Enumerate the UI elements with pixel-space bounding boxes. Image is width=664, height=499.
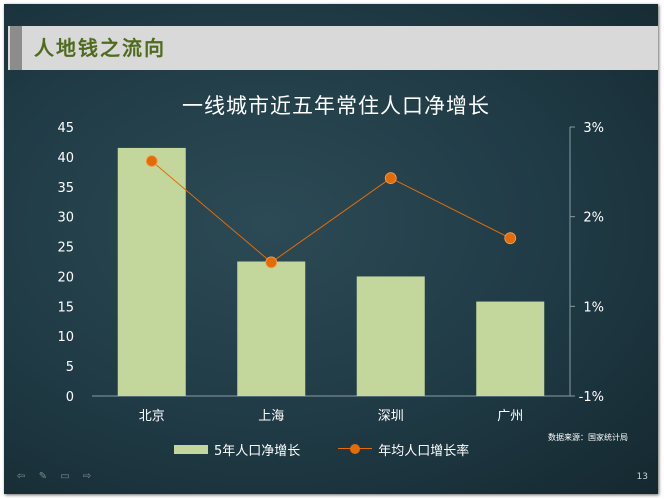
page-number: 13 [636, 472, 648, 482]
slide-title: 人地钱之流向 [34, 36, 166, 60]
bar-3 [476, 301, 545, 396]
left-tick-label-0: 0 [66, 390, 74, 405]
category-label-0: 北京 [139, 409, 165, 424]
category-label-2: 深圳 [378, 409, 404, 424]
left-tick-label-8: 40 [57, 151, 74, 166]
left-tick-label-7: 35 [57, 181, 74, 196]
line-point-3 [504, 232, 517, 245]
line-point-1 [265, 256, 278, 269]
menu-icon[interactable]: ▭ [60, 471, 70, 482]
right-tick-label-3: 3% [583, 121, 604, 136]
legend-item-line: 年均人口增长率 [338, 440, 469, 459]
line-point-2 [384, 172, 397, 185]
header-bar [8, 26, 658, 70]
bar-2 [356, 276, 425, 396]
line-series-path [151, 160, 511, 264]
source-note: 数据来源：国家统计局 [548, 433, 628, 442]
pen-icon[interactable]: ✎ [38, 471, 48, 482]
left-tick-label-9: 45 [57, 121, 74, 136]
next-slide-icon[interactable]: ⇨ [82, 471, 92, 482]
right-tick-label-2: 2% [583, 211, 604, 226]
legend-swatch-line [338, 443, 373, 455]
header-accent [10, 26, 22, 70]
category-label-1: 上海 [258, 409, 284, 424]
prev-slide-icon[interactable]: ⇦ [16, 471, 26, 482]
left-tick-label-6: 30 [57, 211, 74, 226]
left-tick-label-2: 10 [57, 330, 74, 345]
legend: 5年人口净增长 年均人口增长率 [174, 440, 507, 459]
legend-label-line: 年均人口增长率 [378, 443, 470, 459]
legend-label-bar: 5年人口净增长 [214, 443, 301, 459]
legend-swatch-bar [174, 444, 208, 454]
slide-nav: ⇦ ✎ ▭ ⇨ [14, 471, 94, 482]
legend-item-bar: 5年人口净增长 [174, 440, 300, 459]
slide: 人地钱之流向 一线城市近五年常住人口净增长 0 5 10 15 20 25 30 35 40 45… [4, 4, 658, 494]
line-point-0 [145, 155, 158, 167]
chart-title: 一线城市近五年常住人口净增长 [182, 94, 490, 118]
right-tick-label-0: -1% [579, 390, 604, 405]
category-label-3: 广州 [497, 409, 523, 424]
bar-0 [117, 147, 186, 396]
left-tick-label-3: 15 [57, 300, 74, 315]
left-tick-label-4: 20 [57, 270, 74, 285]
bar-1 [237, 261, 306, 396]
left-tick-label-5: 25 [57, 241, 74, 256]
right-tick-label-1: 1% [583, 300, 604, 315]
left-tick-label-1: 5 [66, 360, 74, 375]
chart: 0 5 10 15 20 25 30 35 40 45 -1% 1% 2% 3% 北京 上海 深圳 广州 [57, 121, 604, 424]
